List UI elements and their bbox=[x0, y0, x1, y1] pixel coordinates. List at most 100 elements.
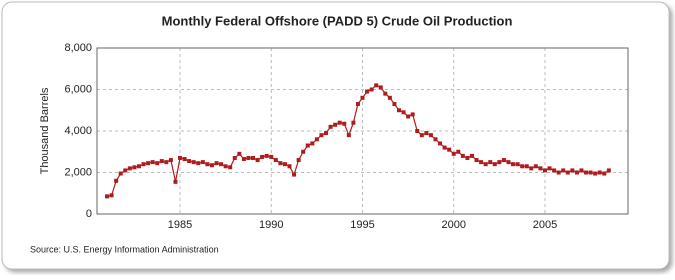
data-point bbox=[561, 168, 566, 173]
data-point bbox=[469, 153, 474, 158]
data-point bbox=[205, 162, 210, 167]
data-point bbox=[438, 141, 443, 146]
data-point bbox=[264, 153, 269, 158]
data-point bbox=[524, 164, 529, 169]
data-point bbox=[584, 170, 589, 175]
data-point bbox=[547, 166, 552, 171]
data-point bbox=[401, 110, 406, 115]
data-point bbox=[442, 145, 447, 150]
data-point bbox=[164, 160, 169, 165]
data-point bbox=[187, 159, 192, 164]
data-point bbox=[415, 129, 420, 133]
chart-title: Monthly Federal Offshore (PADD 5) Crude … bbox=[162, 13, 513, 28]
data-point bbox=[196, 161, 201, 166]
data-point bbox=[292, 172, 297, 177]
data-point bbox=[219, 162, 224, 167]
data-point bbox=[428, 133, 433, 138]
data-point bbox=[132, 165, 137, 170]
x-tick-label: 2005 bbox=[533, 219, 557, 231]
data-point bbox=[282, 162, 287, 167]
data-point bbox=[556, 170, 561, 175]
frame bbox=[1, 1, 670, 270]
y-tick-label: 2,000 bbox=[64, 166, 92, 178]
data-point bbox=[515, 162, 520, 167]
data-point bbox=[255, 158, 260, 163]
data-point bbox=[241, 157, 246, 162]
data-point bbox=[191, 160, 196, 165]
data-point bbox=[597, 170, 602, 175]
data-point bbox=[287, 164, 292, 169]
data-point bbox=[483, 162, 488, 167]
data-point bbox=[365, 89, 370, 94]
data-point bbox=[588, 170, 593, 175]
data-point bbox=[593, 171, 598, 176]
data-point bbox=[451, 151, 456, 156]
data-point bbox=[278, 161, 283, 166]
data-point bbox=[109, 193, 114, 198]
data-point bbox=[232, 155, 237, 160]
data-point bbox=[246, 155, 251, 160]
data-point bbox=[168, 158, 173, 163]
data-point bbox=[492, 162, 497, 167]
data-point bbox=[392, 102, 397, 107]
data-point bbox=[123, 168, 128, 173]
data-point bbox=[342, 121, 347, 126]
plot-border bbox=[96, 47, 629, 215]
data-point bbox=[337, 120, 342, 125]
data-point bbox=[511, 162, 516, 167]
x-tick-label: 2000 bbox=[441, 219, 465, 231]
data-point bbox=[310, 141, 315, 146]
data-point bbox=[542, 168, 547, 173]
data-point bbox=[105, 194, 110, 199]
data-point bbox=[209, 163, 214, 168]
data-point bbox=[552, 168, 557, 173]
data-point bbox=[305, 143, 310, 148]
data-point bbox=[146, 161, 151, 166]
y-tick-label: 4,000 bbox=[64, 125, 92, 137]
data-point bbox=[114, 178, 119, 183]
x-tick-label: 1990 bbox=[259, 219, 283, 231]
data-point bbox=[497, 160, 502, 165]
data-point bbox=[419, 133, 424, 138]
data-point bbox=[460, 153, 465, 158]
data-point bbox=[182, 157, 187, 162]
data-point bbox=[273, 158, 278, 163]
data-point bbox=[520, 164, 525, 169]
data-point bbox=[378, 85, 383, 90]
data-point bbox=[529, 166, 534, 171]
data-point bbox=[333, 122, 338, 127]
data-point bbox=[606, 168, 611, 173]
data-point bbox=[410, 112, 415, 117]
data-point bbox=[387, 95, 392, 100]
data-point bbox=[228, 165, 233, 170]
data-point bbox=[200, 160, 205, 165]
data-point bbox=[301, 149, 306, 154]
data-point bbox=[328, 124, 333, 129]
data-point bbox=[214, 161, 219, 166]
data-point bbox=[574, 170, 579, 175]
data-point bbox=[141, 162, 146, 167]
y-axis-label: Thousand Barrels bbox=[39, 87, 51, 174]
data-point bbox=[501, 158, 506, 163]
data-point bbox=[155, 161, 160, 166]
x-tick-label: 1985 bbox=[168, 219, 192, 231]
data-point bbox=[127, 166, 132, 171]
data-point bbox=[406, 114, 411, 119]
data-point bbox=[570, 168, 575, 173]
data-point bbox=[223, 164, 228, 169]
data-point bbox=[159, 159, 164, 164]
data-point bbox=[383, 91, 388, 96]
data-point bbox=[173, 179, 178, 184]
data-point bbox=[118, 171, 123, 176]
data-point bbox=[351, 120, 356, 125]
data-point bbox=[319, 133, 324, 138]
data-point bbox=[237, 151, 242, 156]
data-point bbox=[447, 147, 452, 152]
data-point bbox=[314, 137, 319, 142]
data-point bbox=[150, 160, 155, 165]
data-point bbox=[296, 158, 301, 163]
data-point bbox=[260, 154, 265, 159]
data-point bbox=[579, 168, 584, 173]
y-tick-label: 8,000 bbox=[64, 42, 92, 54]
